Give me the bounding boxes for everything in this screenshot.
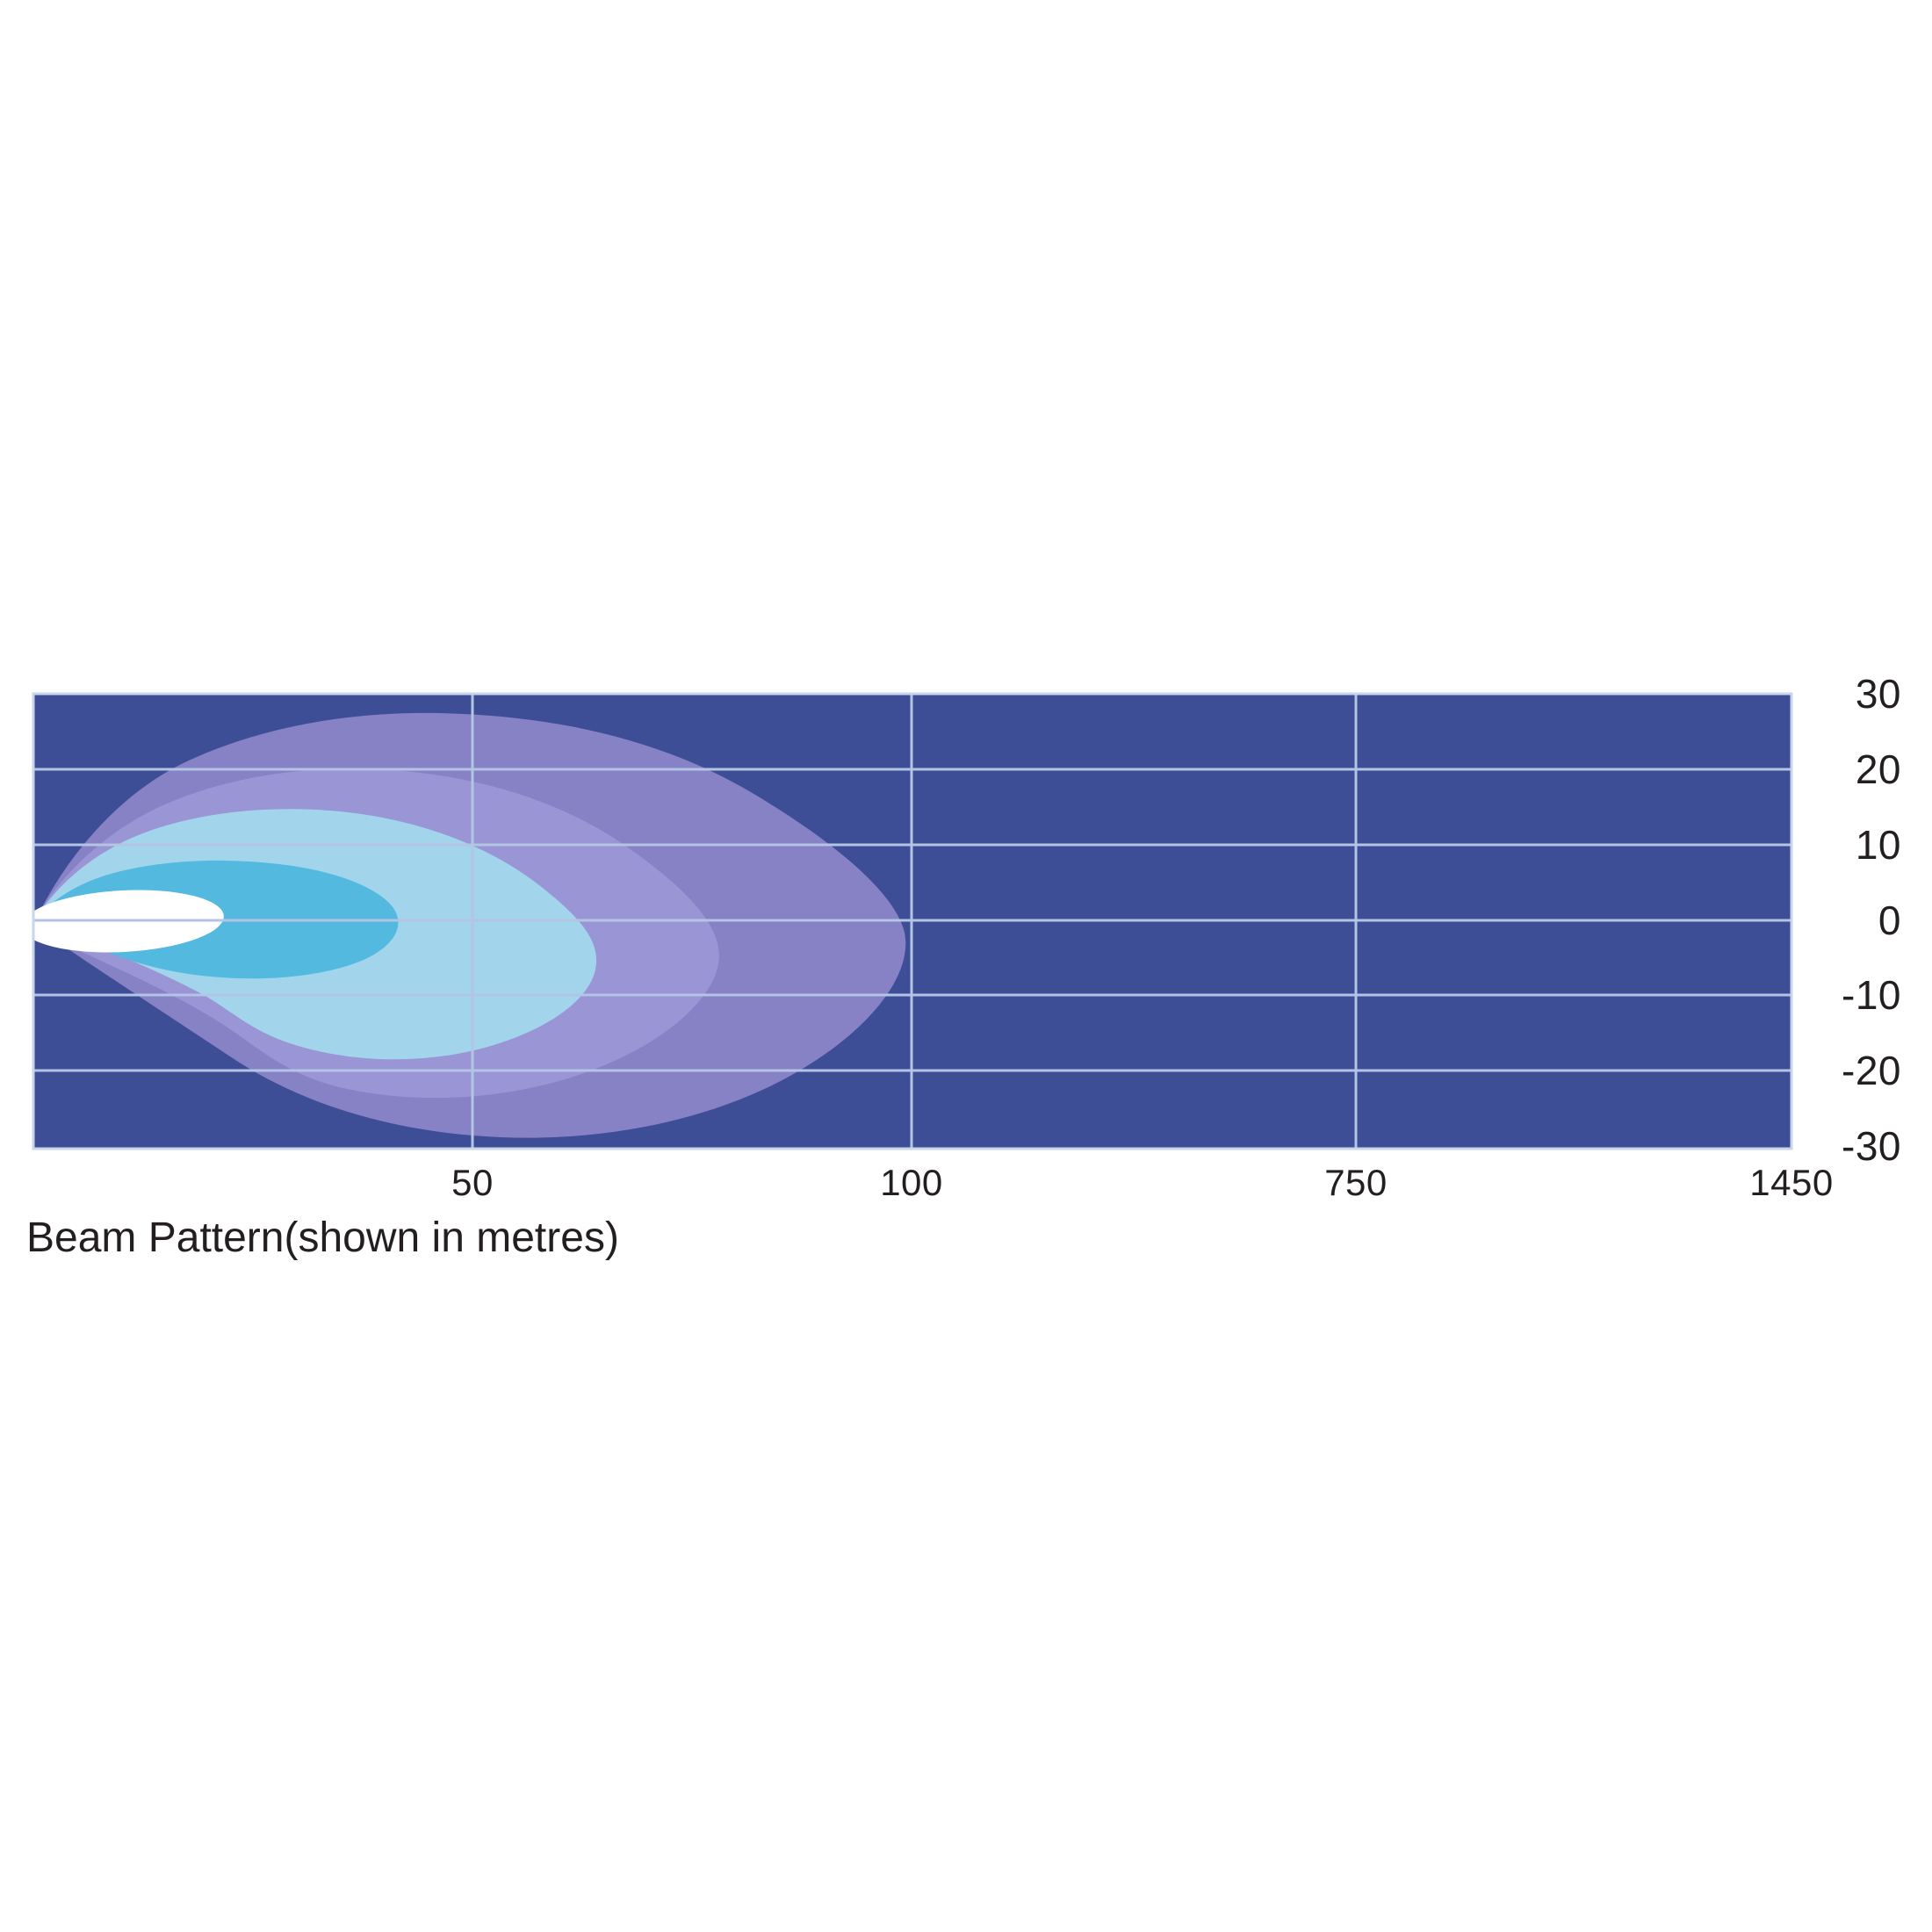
y-tick-10: 10 <box>1855 822 1901 868</box>
x-tick-1450: 1450 <box>1749 1162 1834 1203</box>
y-tick-30: 30 <box>1855 671 1901 717</box>
x-tick-100: 100 <box>880 1162 943 1203</box>
y-tick-0: 0 <box>1878 898 1901 943</box>
y-tick--10: -10 <box>1842 972 1901 1018</box>
y-tick--30: -30 <box>1842 1123 1901 1169</box>
vertical-gridlines <box>471 694 1358 1149</box>
x-tick-750: 750 <box>1324 1162 1388 1203</box>
y-tick-20: 20 <box>1855 746 1901 792</box>
y-tick--20: -20 <box>1842 1048 1901 1093</box>
x-tick-50: 50 <box>451 1162 494 1203</box>
chart-caption: Beam Pattern(shown in metres) <box>26 1215 619 1261</box>
plot-border <box>32 692 1793 1150</box>
